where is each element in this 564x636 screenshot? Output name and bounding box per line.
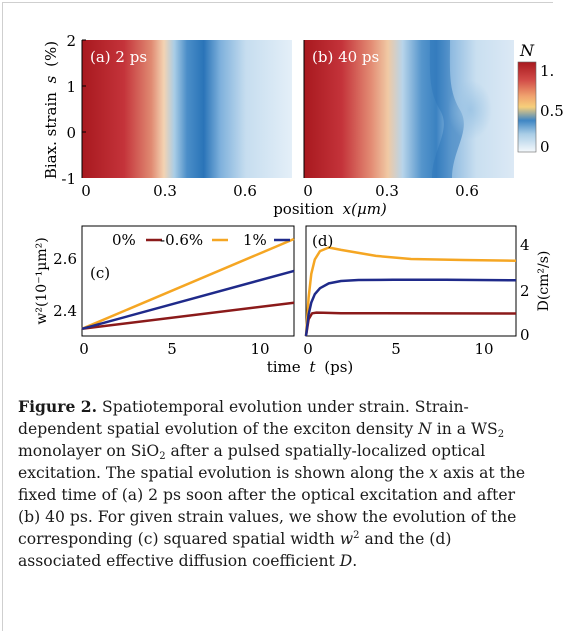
d-xtick-0: 0: [303, 340, 313, 358]
x-tick-a-0: 0: [81, 182, 91, 200]
y-tick-1: 1: [66, 78, 76, 96]
panel-label-d: (d): [312, 232, 333, 250]
caption-text-3: monolayer on SiO: [18, 442, 160, 460]
x-tick-b-0: 0: [303, 182, 313, 200]
colorbar-tick-1: 1.: [540, 62, 554, 80]
caption-text-2: in a WS: [431, 420, 498, 438]
plot-c-frame: [81, 225, 295, 337]
c-xtick-0: 0: [79, 340, 89, 358]
x-axis-label-position: position x(µm): [273, 200, 387, 218]
caption-label: Figure 2.: [18, 397, 98, 416]
panel-label-a: (a) 2 ps: [90, 48, 147, 66]
caption-text-6: and the (d) associated effective diffusi…: [18, 530, 452, 570]
colorbar: N 1. 0.5 0: [517, 41, 564, 156]
y-label-a: Biax. strain s (%): [42, 41, 60, 179]
series-c-line-1: [81, 237, 295, 330]
y-tick-0: 0: [66, 124, 76, 142]
series-d-line-2: [304, 278, 517, 337]
heatmap-a-area: [82, 40, 292, 178]
caption-text-4: after a pulsed spatially-localized optic…: [18, 442, 486, 482]
c-ytick-24: 2.4: [53, 302, 77, 320]
d-ytick-2: 2: [520, 282, 530, 300]
panel-label-c: (c): [90, 264, 110, 282]
caption-sub-sio2: 2: [159, 451, 166, 462]
colorbar-tick-0: 0: [540, 138, 550, 156]
colorbar-tick-05: 0.5: [540, 102, 564, 120]
y-label-unit: (%): [42, 41, 60, 67]
colorbar-scale: [517, 61, 537, 153]
c-xtick-5: 5: [167, 340, 177, 358]
plot-c: (c) 0% -0.6% 1% 2.6 2.4 0 5 10 w²(10⁻¹µm…: [34, 225, 295, 358]
caption-var-D: D: [339, 552, 353, 570]
series-c: [81, 237, 295, 331]
series-c-line-0: [81, 301, 295, 331]
heatmap-a: (a) 2 ps 2 1 0 -1 0 0.3 0.6 Biax. strain…: [42, 32, 292, 200]
figure-2: (a) 2 ps 2 1 0 -1 0 0.3 0.6 Biax. strain…: [34, 32, 564, 376]
plot-d: (d) 0 5 10 4 2 0 D(cm²/s): [303, 225, 552, 358]
series-d-line-1: [304, 246, 517, 337]
caption-var-N: N: [418, 420, 432, 438]
d-ytick-4: 4: [520, 236, 530, 254]
d-xtick-10: 10: [474, 340, 493, 358]
panel-label-b: (b) 40 ps: [312, 48, 379, 66]
colorbar-label: N: [519, 41, 535, 60]
caption-sub-ws2: 2: [497, 429, 505, 440]
figure-caption: Figure 2. Spatiotemporal evolution under…: [18, 396, 538, 572]
svg-text:D(cm²/s): D(cm²/s): [536, 251, 552, 312]
d-xtick-5: 5: [391, 340, 401, 358]
y-label-symbol: s: [42, 75, 60, 83]
svg-text:w²(10⁻¹µm²): w²(10⁻¹µm²): [34, 237, 50, 324]
page-frame: [2, 2, 553, 631]
x-tick-a-03: 0.3: [153, 182, 177, 200]
caption-var-x: x: [429, 464, 439, 482]
legend-label-0: 0%: [112, 231, 136, 249]
y-axis-a: [81, 39, 86, 178]
x-tick-b-06: 0.6: [455, 182, 479, 200]
d-ytick-0: 0: [520, 326, 530, 344]
caption-text-5: axis at the fixed time of (a) 2 ps soon …: [18, 464, 526, 548]
plot-d-frame: [305, 225, 517, 337]
svg-text:Biax. strain s: Biax. strain s (%): [42, 41, 60, 179]
heatmap-b: (b) 40 ps 0 0.3 0.6: [303, 40, 514, 200]
d-ylabel: D(cm²/s): [536, 251, 552, 312]
caption-var-w: w: [339, 530, 354, 548]
y-tick-neg1: -1: [61, 170, 76, 188]
x-axis-label-time: time t (ps): [267, 358, 354, 376]
x-tick-b-03: 0.3: [375, 182, 399, 200]
c-xtick-10: 10: [250, 340, 269, 358]
legend-label-1: -0.6%: [160, 231, 203, 249]
series-c-line-2: [81, 269, 295, 331]
c-ytick-26: 2.6: [53, 250, 77, 268]
heatmap-b-bump: [448, 80, 492, 140]
series-d-line-0: [304, 311, 517, 337]
y-tick-2: 2: [66, 32, 76, 50]
c-ylabel: w²(10⁻¹µm²): [34, 237, 50, 324]
caption-sup-2: 2: [353, 530, 360, 541]
legend-label-2: 1%: [243, 231, 267, 249]
heatmap-b-wave: [429, 40, 464, 178]
caption-text-1: Spatiotemporal evolution under strain. S…: [18, 398, 469, 438]
caption-text-7: .: [352, 552, 358, 570]
series-d: [304, 246, 517, 337]
x-tick-a-06: 0.6: [233, 182, 257, 200]
y-label-text: Biax. strain: [42, 92, 60, 179]
